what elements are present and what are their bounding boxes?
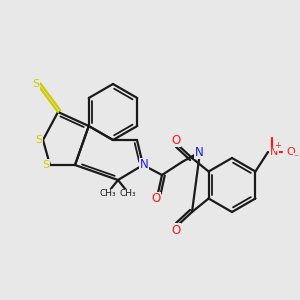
Text: CH₃: CH₃ [100,190,116,199]
Text: S: S [32,79,40,89]
Text: N: N [195,146,203,158]
Text: O: O [171,134,181,146]
Text: S: S [42,160,50,170]
Text: O: O [152,193,160,206]
Text: S: S [35,135,43,145]
Text: CH₃: CH₃ [120,190,136,199]
Text: N: N [270,147,278,157]
Text: O: O [171,224,181,236]
Text: ⁻: ⁻ [293,153,298,163]
Text: +: + [274,142,281,151]
Text: O: O [286,147,295,157]
Text: N: N [140,158,148,172]
